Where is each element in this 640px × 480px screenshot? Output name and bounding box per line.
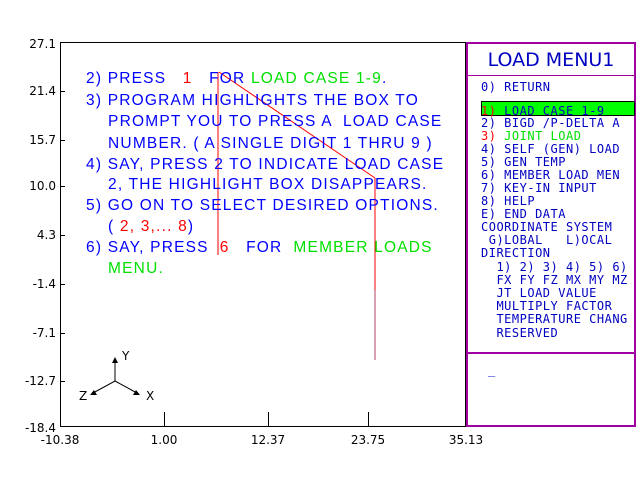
menu-item-4[interactable]: 4) SELF (GEN) LOAD [481,142,621,156]
instruction-text: 3) PROGRAM HIGHLIGHTS THE BOX TO [86,92,419,109]
y-tick-label: 27.1 [29,37,56,51]
y-tick [60,235,65,236]
plot-area [60,42,466,427]
y-tick [60,284,65,285]
menu-item-7[interactable]: 7) KEY-IN INPUT [481,181,597,195]
instruction-line: 2) PRESS 1 FOR LOAD CASE 1-9. [86,70,388,88]
instruction-text: 4) SAY, PRESS 2 TO INDICATE LOAD CASE [86,156,445,173]
load-menu-panel: LOAD MENU1 0) RETURN 1) LOAD CASE 1-9 2) B… [466,42,636,427]
y-tick-label: -12.7 [24,374,56,388]
instruction-text: PROMPT YOU TO PRESS A LOAD CASE [86,113,443,130]
instruction-text: LOAD CASE 1-9 [250,70,382,87]
y-tick [60,91,65,92]
y-tick-label: 10.0 [29,179,56,193]
instruction-text: NUMBER. ( A SINGLE DIGIT 1 THRU 9 ) [86,135,433,152]
x-tick [268,412,269,427]
menu-item-1[interactable]: 1) LOAD CASE 1-9 [481,104,605,118]
instruction-line: 4) SAY, PRESS 2 TO INDICATE LOAD CASE [86,156,444,174]
highlight-box [481,101,635,116]
instruction-text: 1 [177,70,199,87]
instruction-line: 2, THE HIGHLIGHT BOX DISAPPEARS. [86,176,428,194]
menu-info-line: COORDINATE SYSTEM [481,220,613,234]
instruction-text: MENU. [86,260,164,277]
prompt-divider [468,352,634,354]
y-tick [60,333,65,334]
instruction-text: FOR [198,70,251,87]
y-tick [60,381,65,382]
x-tick [368,412,369,427]
instruction-line: NUMBER. ( A SINGLE DIGIT 1 THRU 9 ) [86,135,433,153]
y-tick [60,140,65,141]
instruction-text: MEMBER LOADS [293,239,433,256]
instruction-text: 2, 3,... 8 [119,218,188,235]
z-axis-label: Z [79,389,88,403]
menu-info-line: RESERVED [481,325,559,340]
y-axis-label: Y [122,349,130,363]
y-tick-label: -18.4 [24,421,56,435]
instruction-line: 5) GO ON TO SELECT DESIRED OPTIONS. [86,197,439,215]
x-tick [164,412,165,427]
menu-title: LOAD MENU1 [487,49,615,71]
x-tick-label: 1.00 [150,433,178,447]
menu-item-2[interactable]: 2) BIGD /P-DELTA A [481,116,621,130]
member-line [218,71,376,179]
menu-item-6[interactable]: 6) MEMBER LOAD MEN [481,168,621,182]
instruction-line: MENU. [86,260,164,278]
menu-item-5[interactable]: 5) GEN TEMP [481,155,566,169]
menu-item-e[interactable]: E) END DATA [481,207,566,221]
instruction-line: PROMPT YOU TO PRESS A LOAD CASE [86,113,442,131]
instruction-text: 6) SAY, PRESS [86,239,215,256]
x-tick-label: 12.37 [250,433,286,447]
menu-item-3[interactable]: 3) JOINT LOAD [481,129,582,143]
x-tick-label: 35.13 [448,433,484,447]
menu-info-line: JT LOAD VALUE [481,286,597,300]
y-tick [60,186,65,187]
instruction-text: ) [187,218,195,235]
menu-info-line[interactable]: G)LOBAL L)OCAL [481,233,613,248]
menu-info-line: FX FY FZ MX MY MZ [481,272,628,287]
menu-item-0[interactable]: 0) RETURN [481,80,551,94]
instruction-text: 2, THE HIGHLIGHT BOX DISAPPEARS. [86,176,428,193]
command-prompt[interactable]: _ [488,363,496,377]
menu-item-8[interactable]: 8) HELP [481,194,536,208]
instruction-line: 6) SAY, PRESS 6 FOR MEMBER LOADS [86,239,433,257]
instruction-text: 2) PRESS [86,70,178,87]
y-tick-label: 15.7 [29,133,56,147]
menu-info-line[interactable]: 1) 2) 3) 4) 5) 6) [481,259,628,274]
y-tick-label: -7.1 [32,326,56,340]
instruction-text: ( [86,218,120,235]
menu-info-line: MULTIPLY FACTOR [481,299,613,314]
instruction-text: 6 [214,239,236,256]
axis-triad-icon [90,357,140,395]
y-tick-label: -1.4 [32,277,56,291]
title-divider [468,75,634,76]
x-tick-label: -10.38 [40,433,80,447]
instruction-text: FOR [235,239,294,256]
instruction-line: 3) PROGRAM HIGHLIGHTS THE BOX TO [86,92,419,110]
y-tick-label: 4.3 [36,228,56,242]
menu-info-line: DIRECTION [481,246,551,261]
y-tick-label: 21.4 [29,84,56,98]
menu-info-line: TEMPERATURE CHANG [481,312,628,327]
x-axis-label: X [146,389,155,403]
instruction-text: 5) GO ON TO SELECT DESIRED OPTIONS. [86,197,439,214]
instruction-line: ( 2, 3,... 8) [86,218,194,236]
instruction-text: . [381,70,388,87]
x-tick-label: 23.75 [350,433,386,447]
